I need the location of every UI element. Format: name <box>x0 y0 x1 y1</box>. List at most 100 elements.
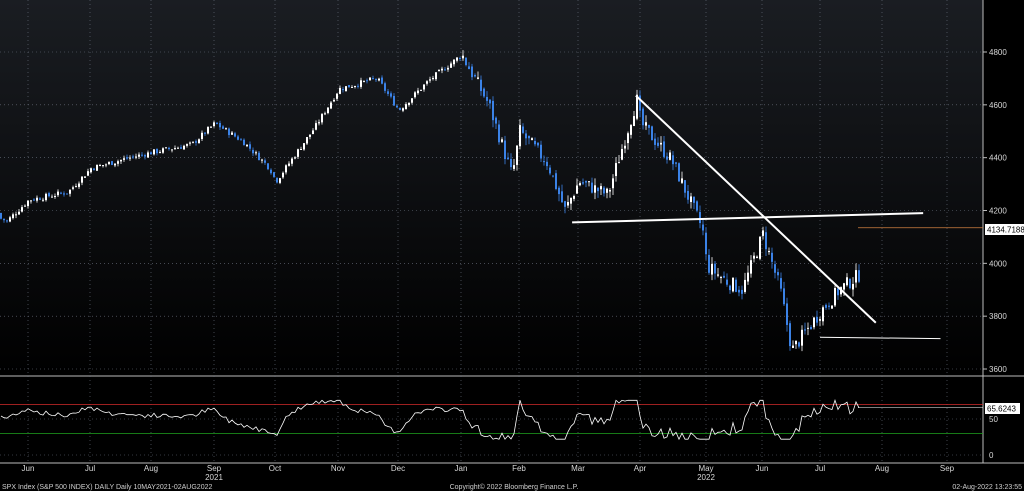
candle-up <box>690 196 692 203</box>
candle-up <box>114 163 116 166</box>
candle-up <box>51 196 53 198</box>
candle-down <box>48 193 50 197</box>
x-tick-label: Jun <box>756 464 769 473</box>
candle-down <box>381 77 383 84</box>
x-tick-label: Jul <box>815 464 825 473</box>
candle-down <box>654 138 656 145</box>
candle-up <box>420 89 422 91</box>
candle-up <box>45 193 47 201</box>
candle-up <box>297 149 299 157</box>
candle-up <box>669 152 671 160</box>
candle-up <box>462 55 464 59</box>
price-panel <box>0 0 983 375</box>
candle-up <box>192 141 194 143</box>
candle-up <box>159 151 161 153</box>
candle-down <box>267 163 269 170</box>
candle-down <box>693 196 695 203</box>
candle-up <box>288 163 290 166</box>
candle-down <box>180 147 182 149</box>
candle-up <box>210 126 212 128</box>
candle-up <box>279 178 281 183</box>
candle-down <box>471 66 473 78</box>
candle-up <box>99 165 101 167</box>
candle-down <box>597 187 599 192</box>
candle-down <box>582 182 584 184</box>
candle-up <box>174 148 176 150</box>
last-price-badge <box>985 224 1024 235</box>
candle-down <box>726 279 728 285</box>
candle-down <box>384 83 386 91</box>
candle-up <box>846 277 848 286</box>
candle-up <box>720 277 722 279</box>
candle-up <box>516 145 518 165</box>
candle-up <box>162 148 164 153</box>
candle-up <box>429 79 431 81</box>
candle-up <box>768 251 770 253</box>
footer-right: 02-Aug-2022 13:23:55 <box>952 484 1022 491</box>
candle-up <box>12 214 14 219</box>
x-tick-label: Aug <box>875 464 889 473</box>
candle-down <box>696 201 698 211</box>
candle-up <box>312 130 314 135</box>
candle-up <box>105 164 107 166</box>
candle-down <box>141 154 143 156</box>
candle-up <box>573 196 575 199</box>
candle-up <box>759 236 761 259</box>
candle-up <box>807 327 809 329</box>
candle-up <box>339 87 341 94</box>
candle-up <box>351 86 353 88</box>
candle-down <box>738 289 740 293</box>
candle-up <box>417 90 419 94</box>
candle-up <box>123 158 125 160</box>
candle-up <box>633 116 635 126</box>
candle-down <box>687 190 689 200</box>
candle-down <box>342 89 344 91</box>
candle-down <box>204 132 206 134</box>
candle-down <box>786 303 788 325</box>
candle-up <box>531 138 533 141</box>
candle-up <box>120 159 122 162</box>
candle-up <box>750 260 752 274</box>
candle-down <box>510 159 512 168</box>
candle-up <box>303 143 305 150</box>
trendlines <box>572 94 941 340</box>
candle-down <box>798 342 800 347</box>
footer-center: Copyright© 2022 Bloomberg Finance L.P. <box>450 483 579 491</box>
candle-up <box>324 113 326 115</box>
rsi-last-label: 65.6243 <box>987 405 1016 414</box>
y-tick-label: 4800 <box>989 48 1007 57</box>
candle-up <box>615 163 617 177</box>
candle-down <box>828 305 830 307</box>
candle-up <box>306 137 308 144</box>
y-tick-label: 4600 <box>989 101 1007 110</box>
last-price-label: 4134.7188 <box>987 226 1024 235</box>
candle-down <box>657 142 659 146</box>
candle-up <box>441 68 443 71</box>
candle-down <box>849 279 851 289</box>
candle-up <box>594 185 596 193</box>
candle-down <box>144 155 146 157</box>
candle-up <box>711 263 713 275</box>
candle-down <box>33 199 35 201</box>
candle-down <box>564 201 566 207</box>
candle-up <box>612 178 614 189</box>
trendline-2 <box>635 94 877 324</box>
candle-up <box>78 183 80 187</box>
candle-up <box>435 72 437 80</box>
candle-up <box>96 164 98 171</box>
candle-down <box>537 142 539 146</box>
x-tick-label: Sep <box>940 464 955 473</box>
candle-up <box>117 161 119 164</box>
y-tick-label: 3600 <box>989 365 1007 374</box>
rsi-chart <box>0 399 983 441</box>
candle-down <box>111 161 113 165</box>
candle-down <box>240 139 242 141</box>
candle-up <box>618 162 620 164</box>
candle-up <box>756 256 758 258</box>
candle-down <box>558 187 560 195</box>
candle-down <box>150 152 152 155</box>
candle-up <box>330 102 332 109</box>
x-axis: Jun Jul Aug Sep Oct Nov Dec Jan Feb Mar Apr May Jun J… <box>22 464 955 482</box>
y-axis: 3600 3800 4000 4200 4400 4600 4800 0 50 <box>983 48 1007 460</box>
x-tick-label: Aug <box>144 464 158 473</box>
